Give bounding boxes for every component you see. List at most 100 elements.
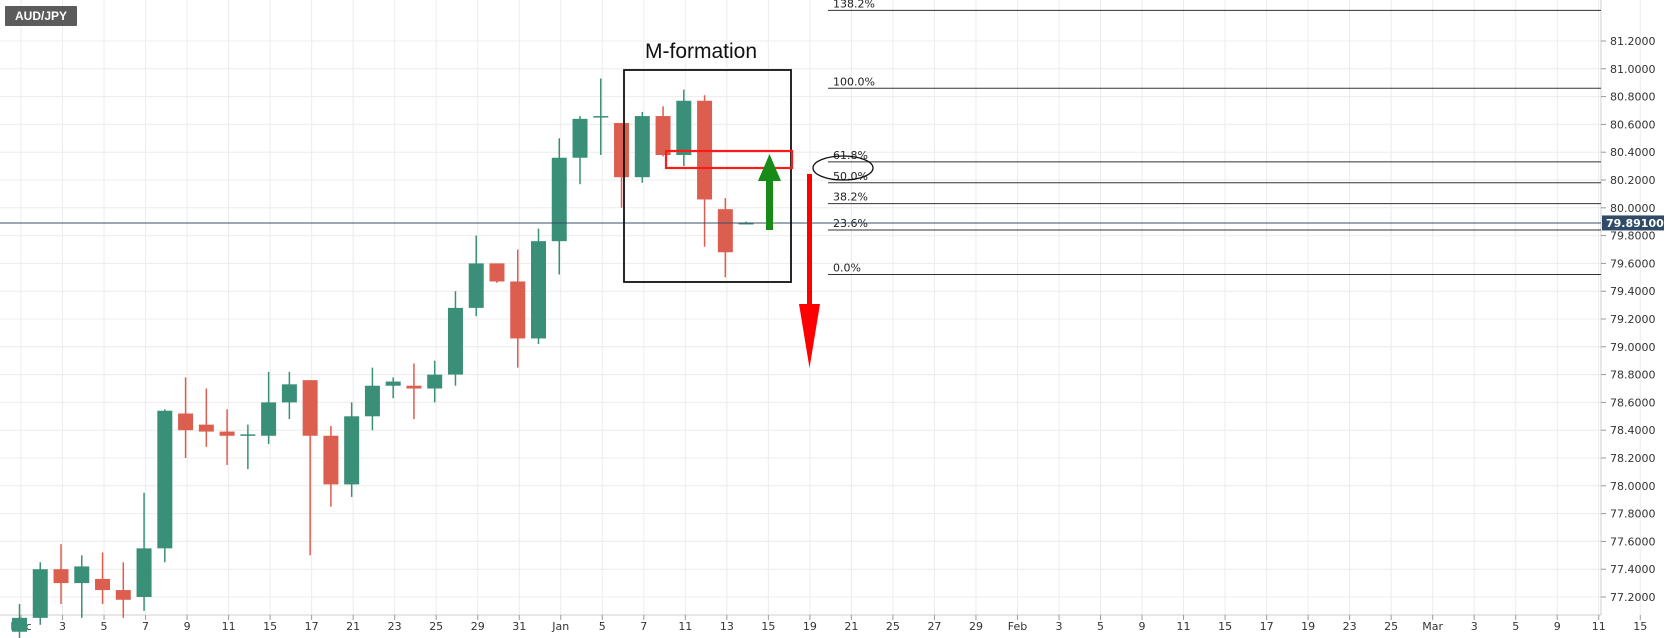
candle-body	[738, 222, 754, 225]
fib-level-label: 50.0%	[833, 170, 868, 183]
candle	[136, 492, 152, 611]
x-tick-label: 9	[1139, 620, 1146, 633]
x-tick-label: 17	[1260, 620, 1274, 633]
y-tick-label: 81.0000	[1610, 63, 1656, 76]
candle-body	[302, 380, 318, 436]
candle	[551, 138, 567, 275]
candle	[74, 555, 90, 618]
green-up-arrow[interactable]	[758, 154, 781, 230]
candle-body	[717, 209, 733, 253]
candle	[323, 426, 339, 507]
candle-body	[385, 381, 401, 386]
symbol-badge[interactable]: AUD/JPY	[5, 6, 78, 26]
x-tick-label: 25	[886, 620, 900, 633]
candle	[676, 89, 692, 167]
resistance-zone-box[interactable]	[664, 149, 794, 170]
m-formation-label: M-formation	[645, 40, 757, 63]
y-tick-label: 80.0000	[1610, 202, 1656, 215]
y-tick-label: 80.4000	[1610, 146, 1656, 159]
candle-body	[655, 116, 671, 155]
x-tick-label: 3	[1471, 620, 1478, 633]
candle	[510, 249, 526, 368]
candle-body	[136, 548, 152, 597]
y-tick-label: 77.8000	[1610, 508, 1656, 521]
candle	[12, 603, 27, 638]
fib-level-label: 61.8%	[833, 149, 868, 162]
candle-body	[12, 617, 27, 632]
y-tick-label: 79.4000	[1610, 285, 1656, 298]
y-tick-label: 79.2000	[1610, 313, 1656, 326]
y-tick-label: 78.4000	[1610, 424, 1656, 437]
y-tick-label: 80.2000	[1610, 174, 1656, 187]
x-tick-label: 21	[346, 620, 360, 633]
candle	[281, 371, 297, 420]
grid-layer	[0, 0, 1641, 615]
candle-body	[53, 569, 69, 584]
candle-body	[219, 431, 235, 436]
x-tick-label: 17	[305, 620, 319, 633]
candle	[489, 263, 505, 283]
x-tick-label: 11	[1177, 620, 1191, 633]
x-tick-label: 7	[142, 620, 149, 633]
fifty-percent-highlight[interactable]	[812, 155, 874, 181]
x-tick-label: 27	[927, 620, 941, 633]
x-tick-label: 15	[263, 620, 277, 633]
candle-body	[593, 116, 609, 118]
y-tick-label: 80.6000	[1610, 118, 1656, 131]
candle	[198, 388, 214, 447]
candle	[614, 123, 630, 208]
x-tick-label: 11	[1592, 620, 1606, 633]
candle-body	[510, 281, 526, 339]
candle-body	[261, 402, 277, 436]
candle-body	[468, 263, 484, 308]
candle	[717, 198, 733, 278]
y-tick-label: 77.6000	[1610, 535, 1656, 548]
candle-body	[115, 590, 131, 600]
y-axis: 77.2000 77.4000 77.6000 77.8000 78.0000 78.20…	[1601, 35, 1656, 604]
candle	[447, 291, 463, 386]
candle	[240, 424, 256, 470]
candle	[32, 562, 48, 625]
x-tick-label: 23	[388, 620, 402, 633]
m-formation-box[interactable]	[623, 69, 792, 283]
x-tick-label: 15	[1218, 620, 1232, 633]
fib-level-label: 100.0%	[833, 75, 875, 88]
x-tick-label: 5	[1512, 620, 1519, 633]
candle-body	[240, 434, 256, 436]
fib-level-label: 0.0%	[833, 262, 861, 275]
candle-body	[364, 385, 380, 417]
x-tick-label: 29	[471, 620, 485, 633]
x-tick-label: 9	[1554, 620, 1561, 633]
candle	[406, 363, 422, 420]
candle	[468, 235, 484, 317]
candle-body	[531, 241, 546, 339]
x-tick-label: 15	[761, 620, 775, 633]
candle-body	[614, 123, 630, 178]
red-down-arrow[interactable]	[799, 174, 820, 368]
y-tick-label: 79.0000	[1610, 341, 1656, 354]
y-tick-label: 78.8000	[1610, 369, 1656, 382]
candle-body	[489, 263, 505, 282]
x-tick-label: 11	[222, 620, 236, 633]
candle	[344, 402, 360, 497]
candle-body	[32, 569, 48, 618]
candle	[634, 111, 650, 183]
candle-body	[676, 100, 692, 155]
candle-body	[281, 384, 297, 403]
y-tick-label: 81.2000	[1610, 35, 1656, 48]
candle	[364, 367, 380, 431]
candle	[95, 552, 111, 604]
x-tick-label: 21	[844, 620, 858, 633]
x-tick-label: 5	[101, 620, 108, 633]
x-tick-label: 7	[640, 620, 647, 633]
candle-body	[344, 416, 360, 485]
x-tick-label: 15	[1633, 620, 1647, 633]
fib-level-label: 38.2%	[833, 191, 868, 204]
x-tick-label: 5	[1097, 620, 1104, 633]
candle	[157, 409, 173, 563]
x-tick-label: Mar	[1422, 620, 1443, 633]
candle-body	[178, 413, 194, 431]
fibonacci-levels: 138.2% 100.0% 61.8% 50.0% 38.2% 23.6% 0.0%	[828, 0, 1601, 276]
